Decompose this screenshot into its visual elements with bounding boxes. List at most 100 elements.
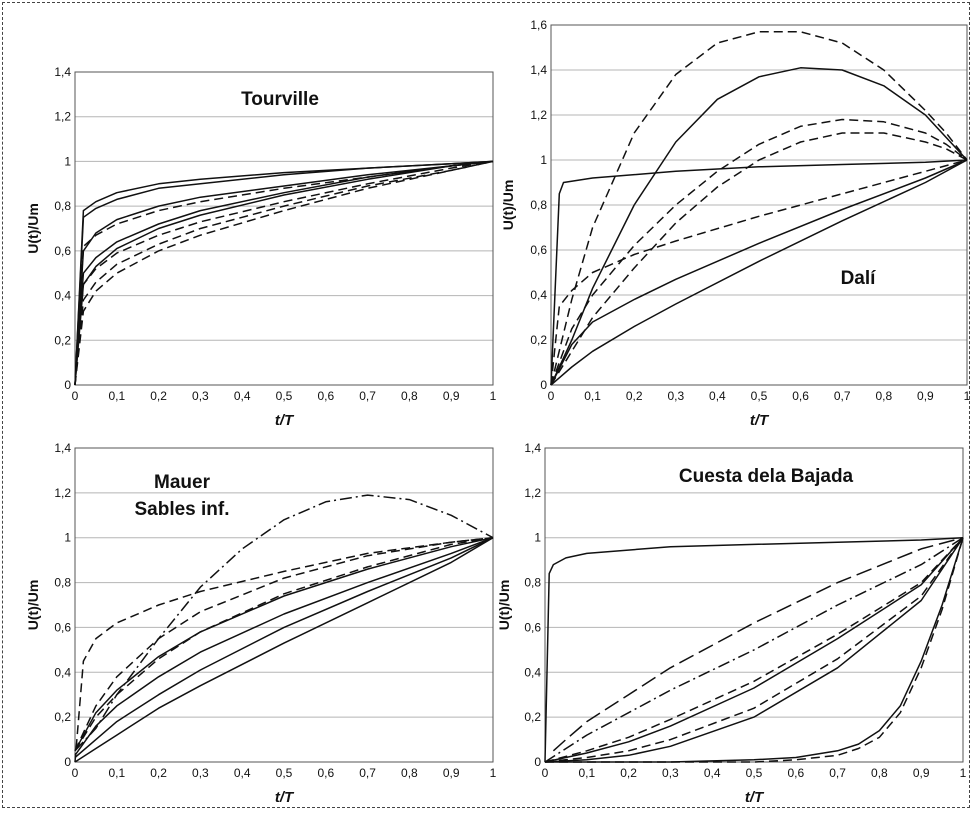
y-axis-label: U(t)/Um xyxy=(25,580,41,631)
series-line-1 xyxy=(544,536,964,763)
y-tick-label: 1,2 xyxy=(524,486,541,500)
x-tick-label: 0,8 xyxy=(875,389,892,403)
x-tick-label: 1 xyxy=(490,766,497,780)
y-tick-label: 1,4 xyxy=(54,65,71,79)
x-tick-label: 0,5 xyxy=(746,766,763,780)
y-tick-label: 0,4 xyxy=(54,665,71,679)
plot-area-border xyxy=(74,71,494,386)
y-tick-label: 1,2 xyxy=(530,108,547,122)
x-tick-label: 0,9 xyxy=(443,389,460,403)
chart-title: Mauer xyxy=(154,472,211,493)
x-tick-label: 0,1 xyxy=(108,766,125,780)
chart-title: Tourville xyxy=(241,89,319,110)
y-tick-label: 0,2 xyxy=(54,710,71,724)
series-line-2 xyxy=(552,536,964,752)
series-line-8 xyxy=(550,159,968,386)
x-tick-label: 0,1 xyxy=(578,766,595,780)
series-line-3 xyxy=(74,160,494,386)
series-line-1 xyxy=(550,159,968,386)
plot-area-border xyxy=(74,447,494,763)
series-line-1 xyxy=(74,494,494,752)
y-tick-label: 0,2 xyxy=(524,710,541,724)
series-line-8 xyxy=(74,160,494,386)
y-tick-label: 0,8 xyxy=(54,199,71,213)
series-line-2 xyxy=(550,31,968,386)
series-line-3 xyxy=(74,536,494,752)
y-tick-label: 0 xyxy=(540,378,547,392)
y-tick-label: 0,4 xyxy=(54,289,71,303)
x-tick-label: 0 xyxy=(72,766,79,780)
x-tick-label: 0,7 xyxy=(834,389,851,403)
y-tick-label: 1 xyxy=(64,154,71,168)
series-line-8 xyxy=(74,537,494,763)
x-tick-label: 0,6 xyxy=(317,389,334,403)
series-line-6 xyxy=(550,159,968,386)
x-tick-label: 0,5 xyxy=(276,766,293,780)
series-line-9 xyxy=(74,160,494,386)
x-tick-label: 1 xyxy=(960,766,967,780)
x-tick-label: 0,4 xyxy=(234,389,251,403)
chart-panel-1: 0 0,2 0,4 0,6 0,8 1 1,2 1,4 0 0,1 0,2 0,3 0,4 0,5 0,6 0… xyxy=(25,65,497,429)
series-line-6 xyxy=(74,536,494,756)
x-axis-label: t/T xyxy=(275,412,295,429)
x-tick-label: 0,5 xyxy=(751,389,768,403)
x-axis-label: t/T xyxy=(745,789,765,806)
series-line-5 xyxy=(544,537,964,763)
chart-panel-4: 0 0,2 0,4 0,6 0,8 1 1,2 1,4 0 0,1 0,2 0,3 0,4 0,5 0,6 0… xyxy=(496,441,967,806)
x-tick-label: 0 xyxy=(542,766,549,780)
y-tick-label: 0,4 xyxy=(524,665,541,679)
x-tick-label: 0,2 xyxy=(620,766,637,780)
x-tick-label: 1 xyxy=(964,389,971,403)
y-tick-label: 1,4 xyxy=(530,63,547,77)
x-tick-label: 0 xyxy=(72,389,79,403)
x-tick-label: 0,9 xyxy=(443,766,460,780)
y-tick-label: 0,8 xyxy=(530,198,547,212)
y-tick-label: 0,6 xyxy=(524,620,541,634)
series-line-9 xyxy=(545,537,964,763)
chart-panel-3: 0 0,2 0,4 0,6 0,8 1 1,2 1,4 0 0,1 0,2 0,3 0,4 0,5 0,6 0… xyxy=(25,441,497,806)
series-line-7 xyxy=(74,537,494,759)
x-tick-label: 0,8 xyxy=(871,766,888,780)
y-tick-label: 1,2 xyxy=(54,110,71,124)
x-axis-label: t/T xyxy=(750,412,770,429)
x-tick-label: 0,2 xyxy=(150,766,167,780)
x-tick-label: 0,5 xyxy=(276,389,293,403)
x-tick-label: 0 xyxy=(548,389,555,403)
y-tick-label: 0,8 xyxy=(524,576,541,590)
chart-title: Dalí xyxy=(841,268,877,289)
x-tick-label: 0,8 xyxy=(401,766,418,780)
series-line-5 xyxy=(550,132,968,386)
x-tick-label: 0,2 xyxy=(626,389,643,403)
series-line-7 xyxy=(550,159,968,386)
x-axis-label: t/T xyxy=(275,789,295,806)
chart-title: Cuesta dela Bajada xyxy=(679,466,854,487)
y-tick-label: 0,8 xyxy=(54,576,71,590)
series-line-7 xyxy=(74,160,494,386)
x-tick-label: 0,3 xyxy=(192,389,209,403)
plot-area-border xyxy=(550,24,968,386)
y-tick-label: 1 xyxy=(540,153,547,167)
y-axis-label: U(t)/Um xyxy=(500,180,516,231)
y-tick-label: 0 xyxy=(64,378,71,392)
y-tick-label: 1,4 xyxy=(54,441,71,455)
series-line-3 xyxy=(550,67,968,386)
y-axis-label: U(t)/Um xyxy=(25,203,41,254)
x-tick-label: 0,6 xyxy=(317,766,334,780)
x-tick-label: 1 xyxy=(490,389,497,403)
x-tick-label: 0,7 xyxy=(359,389,376,403)
series-line-6 xyxy=(74,160,494,386)
y-tick-label: 0,6 xyxy=(54,244,71,258)
x-tick-label: 0,6 xyxy=(792,389,809,403)
x-tick-label: 0,3 xyxy=(662,766,679,780)
y-tick-label: 0,2 xyxy=(54,333,71,347)
x-tick-label: 0,1 xyxy=(108,389,125,403)
y-tick-label: 0 xyxy=(64,755,71,769)
y-tick-label: 1,2 xyxy=(54,486,71,500)
x-tick-label: 0,8 xyxy=(401,389,418,403)
x-tick-label: 0,6 xyxy=(787,766,804,780)
y-tick-label: 0,2 xyxy=(530,333,547,347)
y-tick-label: 1 xyxy=(534,531,541,545)
chart-panel-2: 0 0,2 0,4 0,6 0,8 1 1,2 1,4 1,6 0 0,1 0,2 0,3 0,4 0,5 0… xyxy=(500,18,971,429)
